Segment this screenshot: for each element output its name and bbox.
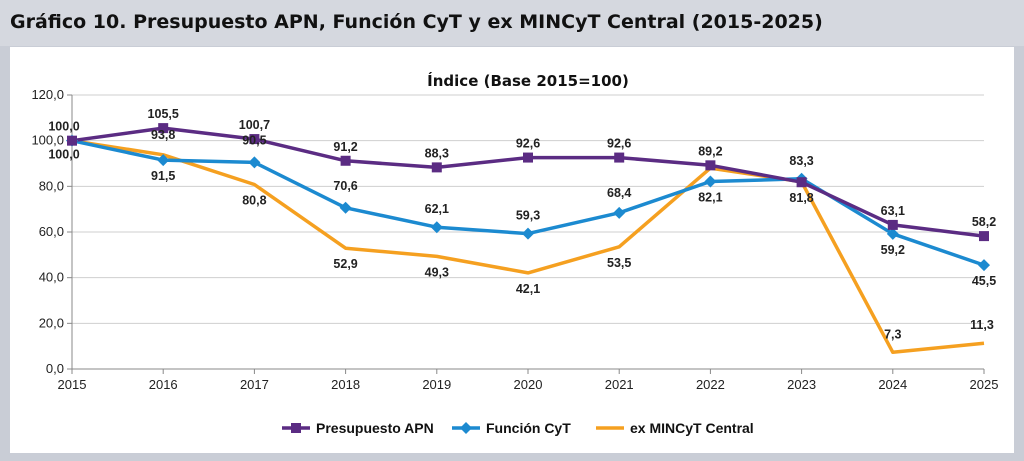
x-tick-label: 2021 bbox=[605, 377, 634, 392]
legend-label: ex MINCyT Central bbox=[630, 420, 754, 436]
y-tick-label: 40,0 bbox=[39, 270, 64, 285]
x-tick-label: 2025 bbox=[970, 377, 999, 392]
series-point bbox=[339, 201, 352, 214]
series-point bbox=[522, 227, 534, 240]
chart-title: Índice (Base 2015=100) bbox=[427, 71, 629, 90]
data-label: 7,3 bbox=[884, 327, 901, 341]
data-label: 80,8 bbox=[242, 194, 266, 208]
data-label: 100,0 bbox=[48, 148, 79, 162]
series-point bbox=[249, 134, 260, 145]
data-label: 63,1 bbox=[881, 204, 905, 218]
data-label: 105,5 bbox=[148, 107, 179, 121]
data-label: 100,7 bbox=[239, 118, 270, 132]
series-point bbox=[431, 162, 442, 173]
series-point bbox=[157, 154, 170, 167]
data-label: 88,3 bbox=[425, 146, 449, 160]
data-label: 11,3 bbox=[970, 318, 994, 332]
data-label: 81,8 bbox=[789, 191, 813, 205]
data-label: 58,2 bbox=[972, 215, 996, 229]
data-label: 70,6 bbox=[333, 179, 357, 193]
data-label: 89,2 bbox=[698, 144, 722, 158]
series-line bbox=[71, 138, 985, 355]
data-label: 92,6 bbox=[607, 137, 631, 151]
data-label: 83,3 bbox=[789, 154, 813, 168]
data-label: 93,8 bbox=[151, 128, 175, 142]
data-label: 68,4 bbox=[607, 186, 631, 200]
series-point bbox=[886, 227, 899, 240]
data-label: 100,0 bbox=[48, 120, 79, 134]
legend-label: Función CyT bbox=[486, 420, 571, 436]
x-tick-label: 2016 bbox=[149, 377, 178, 392]
x-tick-label: 2023 bbox=[787, 377, 816, 392]
data-label: 91,2 bbox=[333, 140, 357, 154]
y-tick-label: 20,0 bbox=[39, 315, 64, 330]
series-point bbox=[704, 175, 717, 188]
x-tick-label: 2019 bbox=[422, 377, 451, 392]
data-label: 90,5 bbox=[242, 133, 266, 147]
series-point bbox=[430, 221, 443, 234]
y-tick-label: 80,0 bbox=[39, 178, 64, 193]
data-label: 62,1 bbox=[425, 202, 449, 216]
x-tick-label: 2024 bbox=[878, 377, 907, 392]
legend-marker bbox=[291, 423, 301, 433]
series-point bbox=[614, 152, 625, 163]
x-tick-label: 2018 bbox=[331, 377, 360, 392]
series-point bbox=[613, 206, 626, 219]
x-tick-label: 2020 bbox=[514, 377, 543, 392]
series-point bbox=[978, 259, 990, 272]
y-tick-label: 100,0 bbox=[31, 133, 64, 148]
series-point bbox=[67, 135, 77, 146]
chart-panel: Índice (Base 2015=100) 0,0 20,0 40,0 60,0 80,… bbox=[10, 47, 1014, 453]
y-tick-label: 120,0 bbox=[31, 87, 64, 102]
line-chart: Índice (Base 2015=100) 0,0 20,0 40,0 60,0 80,… bbox=[31, 71, 999, 436]
data-label: 82,1 bbox=[698, 191, 722, 205]
series-point bbox=[979, 231, 989, 242]
data-label: 42,1 bbox=[516, 282, 540, 296]
legend-label: Presupuesto APN bbox=[316, 420, 434, 436]
series-point bbox=[887, 219, 898, 230]
series-point bbox=[705, 160, 716, 171]
data-label: 49,3 bbox=[425, 265, 449, 279]
data-label: 53,5 bbox=[607, 256, 631, 270]
data-label: 92,6 bbox=[516, 137, 540, 151]
y-tick-label: 0,0 bbox=[46, 361, 64, 376]
legend-marker bbox=[460, 422, 472, 434]
series-point bbox=[248, 156, 261, 169]
x-tick-label: 2017 bbox=[240, 377, 269, 392]
header-bar: Gráfico 10. Presupuesto APN, Función CyT… bbox=[0, 0, 1024, 46]
series-point bbox=[340, 155, 351, 166]
data-label: 45,5 bbox=[972, 274, 996, 288]
figure-title: Gráfico 10. Presupuesto APN, Función CyT… bbox=[10, 11, 823, 33]
data-label: 59,3 bbox=[516, 209, 540, 223]
data-label: 52,9 bbox=[333, 257, 357, 271]
series-point bbox=[158, 123, 169, 134]
data-label: 91,5 bbox=[151, 169, 175, 183]
y-tick-label: 60,0 bbox=[39, 224, 64, 239]
series-point bbox=[523, 152, 533, 163]
data-label: 59,2 bbox=[881, 243, 905, 257]
series-point bbox=[796, 177, 807, 188]
x-tick-label: 2022 bbox=[696, 377, 725, 392]
x-tick-label: 2015 bbox=[58, 377, 87, 392]
